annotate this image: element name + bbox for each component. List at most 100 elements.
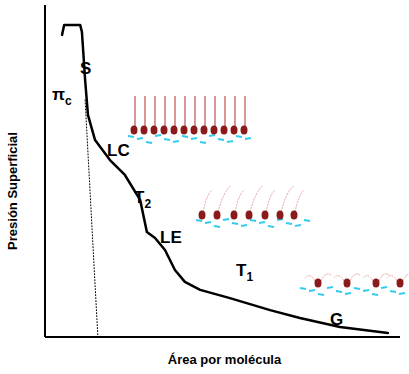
region-label-sub: 2 (144, 197, 151, 211)
head (373, 279, 380, 288)
tail (363, 276, 373, 281)
head (397, 279, 404, 288)
tail (203, 190, 212, 212)
tail (334, 276, 344, 281)
tail (281, 186, 294, 212)
tail (205, 96, 206, 126)
head (315, 279, 322, 288)
water-dash (173, 141, 179, 142)
molecules (128, 96, 409, 295)
water-dash (399, 293, 405, 294)
region-label-text: π (52, 85, 65, 104)
water-dash (182, 136, 188, 137)
tail (350, 274, 361, 281)
water-dash (327, 287, 333, 288)
tail (250, 186, 263, 212)
water-dash (372, 294, 378, 295)
tail (305, 276, 315, 281)
water-dash (128, 136, 134, 137)
head (291, 211, 298, 220)
tail (245, 96, 246, 126)
head (191, 126, 198, 135)
x-axis-title: Área por molécula (168, 352, 282, 367)
tail (215, 96, 216, 126)
y-axis (44, 5, 46, 337)
region-label: S (80, 59, 91, 78)
water-dash (200, 142, 206, 143)
water-dash (155, 135, 161, 136)
head (231, 126, 238, 135)
water (128, 135, 251, 143)
water-dash (300, 288, 306, 289)
tail (403, 274, 409, 281)
head (131, 126, 138, 135)
tail (235, 96, 236, 126)
water-dash (146, 142, 152, 143)
head (277, 211, 284, 220)
water-dash (191, 138, 197, 139)
water-dash (236, 136, 242, 137)
tail (218, 186, 231, 212)
head (161, 126, 168, 135)
head (241, 126, 248, 135)
water-dash (196, 220, 202, 221)
tail (175, 96, 176, 126)
water-dash (381, 287, 387, 288)
tail (266, 190, 275, 212)
region-label-sub: 1 (246, 270, 253, 284)
head (141, 126, 148, 135)
region-label-sub: c (65, 94, 72, 108)
region-label: G (330, 310, 343, 329)
tail (379, 274, 390, 281)
water-dash (241, 225, 247, 226)
head (231, 211, 238, 220)
water-dash (354, 288, 360, 289)
water-dash (318, 294, 324, 295)
water-dash (205, 222, 211, 223)
tail (235, 190, 244, 212)
tail (165, 96, 166, 126)
tail (225, 96, 226, 126)
water-dash (209, 135, 215, 136)
water-dash (232, 223, 238, 224)
water (300, 287, 405, 295)
tail (135, 96, 136, 126)
head (171, 126, 178, 135)
water-dash (223, 219, 229, 220)
tail (195, 96, 196, 126)
head (344, 279, 351, 288)
region-label-text: LC (107, 141, 130, 160)
water-dash (137, 138, 143, 139)
water-dash (345, 293, 351, 294)
water-dash (250, 220, 256, 221)
water-dash (164, 139, 170, 140)
head (181, 126, 188, 135)
head (199, 211, 206, 220)
region-label: πc (52, 85, 72, 108)
region-label: LC (107, 141, 130, 160)
extrapolation-line (85, 100, 98, 337)
head (201, 126, 208, 135)
tail (387, 276, 397, 281)
head (262, 211, 269, 220)
water-dash (259, 222, 265, 223)
head (151, 126, 158, 135)
x-axis (45, 336, 400, 338)
water-dash (363, 290, 369, 291)
water-dash (390, 291, 396, 292)
water-dash (304, 220, 310, 221)
region-label: T1 (236, 261, 253, 284)
tail (155, 96, 156, 126)
head (211, 126, 218, 135)
tail (295, 190, 304, 212)
region-label-text: G (330, 310, 343, 329)
water-dash (227, 141, 233, 142)
water-dash (268, 226, 274, 227)
water-dash (336, 291, 342, 292)
plot-data (62, 25, 388, 337)
tail (185, 96, 186, 126)
region-label-text: LE (160, 228, 182, 247)
head (214, 211, 221, 220)
isotherm-line (62, 25, 388, 333)
water-dash (245, 138, 251, 139)
